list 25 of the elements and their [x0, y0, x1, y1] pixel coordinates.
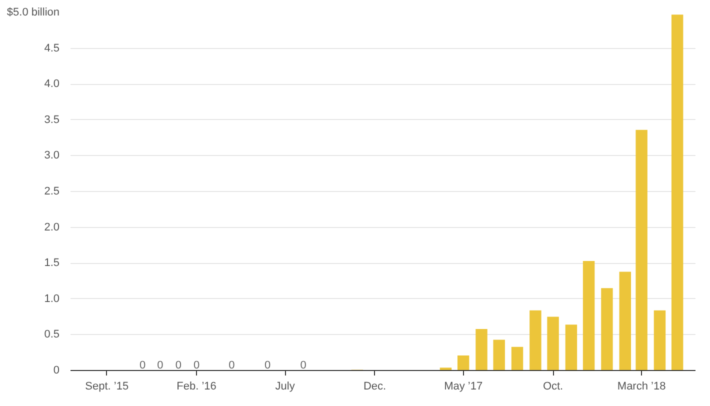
x-tick-label: July: [275, 380, 296, 392]
y-tick-label: 4.5: [44, 42, 60, 54]
data-label: 0: [140, 360, 146, 372]
y-tick-label: 2.0: [44, 221, 60, 234]
data-label: 0: [264, 360, 271, 372]
y-tick-label: $5.0 billion: [6, 6, 60, 18]
y-tick-label: 2.5: [44, 186, 60, 198]
data-label: 0: [157, 360, 164, 372]
x-tick-label: May ’17: [444, 380, 483, 392]
data-label: 0: [175, 360, 182, 372]
y-tick-label: 3.5: [44, 114, 60, 126]
data-label: 0: [193, 360, 200, 372]
y-tick-label: 3.0: [44, 150, 60, 162]
data-label: 0: [228, 360, 235, 372]
x-tick-label: Sept. ’15: [85, 380, 129, 392]
y-tick-label: 1.0: [44, 292, 60, 305]
y-tick-label: 4.0: [44, 78, 60, 90]
y-tick-label: 1.5: [44, 257, 60, 270]
data-label: 0: [300, 360, 306, 372]
y-tick-label: 0: [53, 364, 60, 376]
x-tick-label: March ’18: [617, 380, 666, 392]
x-tick-label: Dec.: [363, 380, 386, 392]
x-tick-label: Feb. ’16: [176, 380, 216, 392]
x-tick-label: Oct.: [542, 380, 564, 392]
y-tick-label: 0.5: [44, 328, 60, 341]
